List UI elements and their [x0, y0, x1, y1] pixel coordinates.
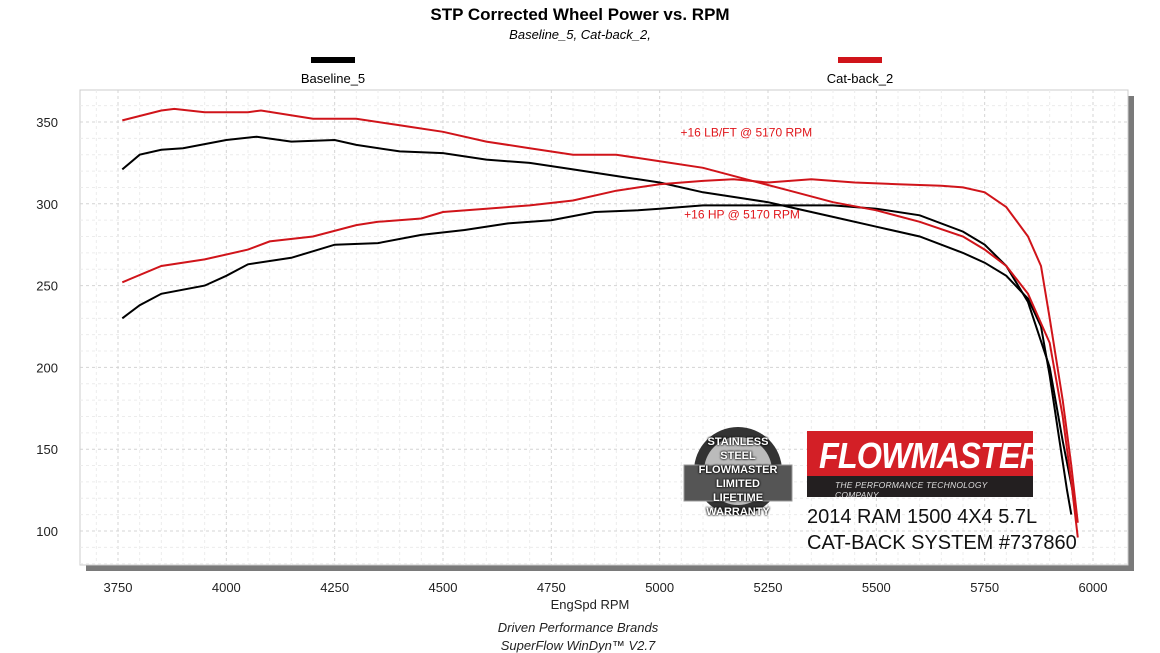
x-tick-label: 5250: [754, 580, 783, 595]
x-tick-label: 5500: [862, 580, 891, 595]
x-tick-label: 4250: [320, 580, 349, 595]
x-tick-label: 5000: [645, 580, 674, 595]
legend-swatch-baseline: [311, 57, 355, 63]
y-tick-label: 200: [36, 360, 58, 375]
annotation-label: +16 HP @ 5170 RPM: [684, 208, 800, 222]
warranty-badge-text: STAINLESS STEEL FLOWMASTER LIMITED LIFET…: [698, 436, 778, 518]
system-caption: CAT-BACK SYSTEM #737860: [807, 532, 1077, 554]
badge-emblem: [683, 427, 793, 515]
flowmaster-logo: FLOWMASTER THE PERFORMANCE TECHNOLOGY CO…: [807, 431, 1033, 497]
grid: [80, 90, 1128, 565]
x-tick-label: 6000: [1079, 580, 1108, 595]
annotations: +16 LB/FT @ 5170 RPM +16 HP @ 5170 RPM: [680, 126, 812, 222]
lifetime-warranty-badge: STAINLESS STEEL FLOWMASTER LIMITED LIFET…: [682, 425, 794, 518]
y-tick-label: 100: [36, 524, 58, 539]
y-tick-label: 350: [36, 115, 58, 130]
x-tick-label: 5750: [970, 580, 999, 595]
logo-text: FLOWMASTER: [819, 435, 1033, 476]
x-axis-label: EngSpd RPM: [551, 597, 630, 612]
annotation-label: +16 LB/FT @ 5170 RPM: [680, 126, 812, 140]
x-tick-label: 4750: [537, 580, 566, 595]
chart-subtitle: Baseline_5, Cat-back_2,: [509, 27, 651, 42]
series-lines: [121, 107, 1079, 538]
x-tick-label: 3750: [104, 580, 133, 595]
series-cat-back-2-torque: [122, 107, 1079, 538]
tick-labels: 3750 4000 4250 4500 4750 5000 5250 5500 5750 6000…: [36, 115, 1107, 595]
legend-label-baseline: Baseline_5: [301, 71, 365, 86]
x-tick-label: 4000: [212, 580, 241, 595]
chart-title: STP Corrected Wheel Power vs. RPM: [430, 5, 729, 24]
footer-line2: SuperFlow WinDyn™ V2.7: [501, 638, 656, 653]
x-tick-label: 4500: [429, 580, 458, 595]
y-tick-label: 300: [36, 197, 58, 212]
y-tick-label: 150: [36, 442, 58, 457]
y-tick-label: 250: [36, 279, 58, 294]
legend-swatch-catback: [838, 57, 882, 63]
vehicle-caption: 2014 RAM 1500 4X4 5.7L: [807, 506, 1038, 528]
logo-tagline: THE PERFORMANCE TECHNOLOGY COMPANY: [835, 480, 988, 497]
series-cat-back-2-power: [121, 178, 1079, 523]
legend-label-catback: Cat-back_2: [827, 71, 893, 86]
footer-line1: Driven Performance Brands: [498, 620, 659, 635]
series-baseline-5-power: [121, 204, 1077, 507]
